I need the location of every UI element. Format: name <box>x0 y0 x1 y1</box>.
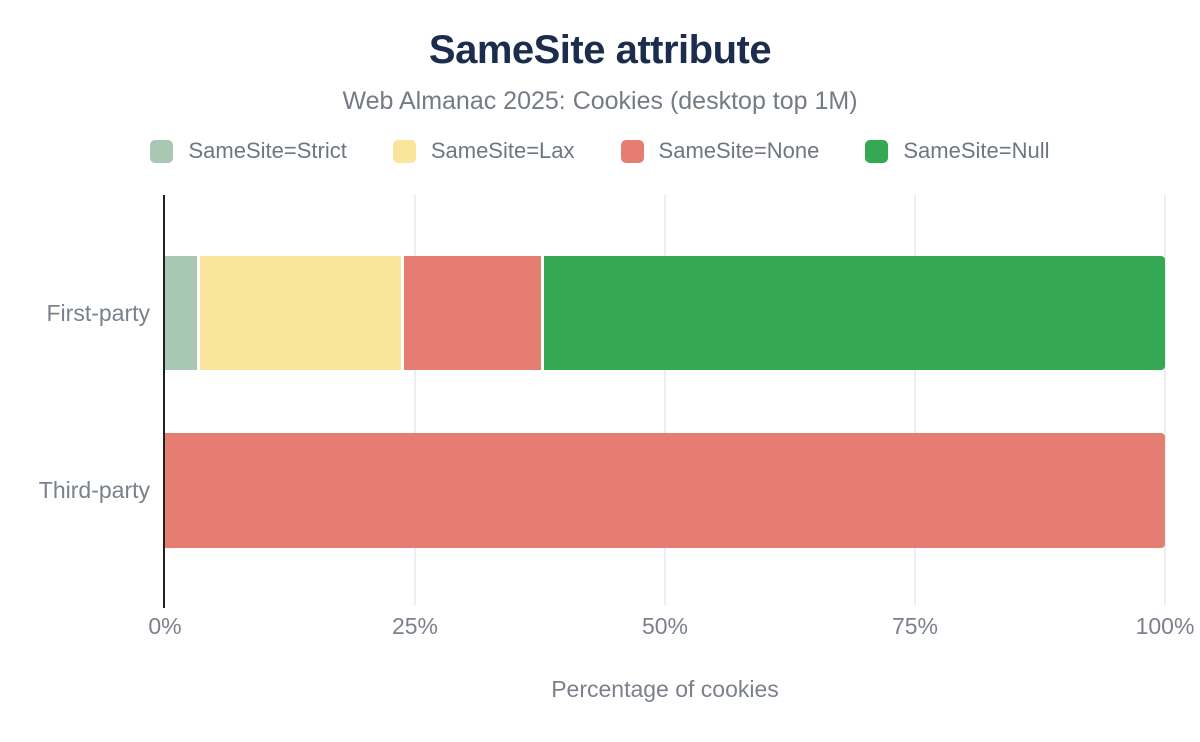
gridline-25 <box>414 195 416 605</box>
legend: SameSite=Strict SameSite=Lax SameSite=None… <box>0 138 1200 164</box>
gridline-50 <box>664 195 666 605</box>
legend-swatch-samesite-none <box>620 139 644 163</box>
bar-segment-first-party-samesite-none <box>403 256 541 370</box>
legend-label: SameSite=Lax <box>430 138 575 163</box>
y-axis-line <box>163 195 165 608</box>
x-tick-25: 25% <box>391 613 439 639</box>
x-tick-0: 0% <box>148 613 182 639</box>
x-tick-75: 75% <box>891 613 939 639</box>
gridline-75 <box>914 195 916 605</box>
gridline-100 <box>1164 195 1166 605</box>
bar-segment-first-party-samesite-strict <box>165 256 197 370</box>
bar-segment-first-party-samesite-null <box>543 256 1166 370</box>
legend-swatch-samesite-null <box>865 139 889 163</box>
category-label-third-party: Third-party <box>38 477 150 503</box>
bar-first-party <box>165 256 1166 370</box>
bar-segment-first-party-samesite-lax <box>199 256 401 370</box>
bar-third-party <box>165 433 1165 548</box>
plot-area: 0% 25% 50% 75% 100% First-party Third-party <box>39 195 1194 639</box>
x-tick-50: 50% <box>641 613 689 639</box>
legend-item-samesite-null: SameSite=Null <box>865 138 1050 164</box>
legend-swatch-samesite-strict <box>150 139 174 163</box>
chart-title: SameSite attribute <box>428 28 772 72</box>
x-axis-title: Percentage of cookies <box>551 676 779 702</box>
category-label-first-party: First-party <box>46 299 151 326</box>
chart-subtitle: Web Almanac 2025: Cookies (desktop top 1… <box>342 87 858 115</box>
legend-label: SameSite=None <box>658 138 820 163</box>
x-tick-100: 100% <box>1135 613 1195 639</box>
bar-segment-third-party-samesite-none <box>165 433 1165 548</box>
legend-label: SameSite=Strict <box>188 138 347 163</box>
legend-swatch-samesite-lax <box>392 139 416 163</box>
legend-label: SameSite=Null <box>903 138 1050 163</box>
legend-item-samesite-strict: SameSite=Strict <box>150 138 347 164</box>
legend-item-samesite-none: SameSite=None <box>620 138 820 164</box>
legend-item-samesite-lax: SameSite=Lax <box>392 138 575 164</box>
